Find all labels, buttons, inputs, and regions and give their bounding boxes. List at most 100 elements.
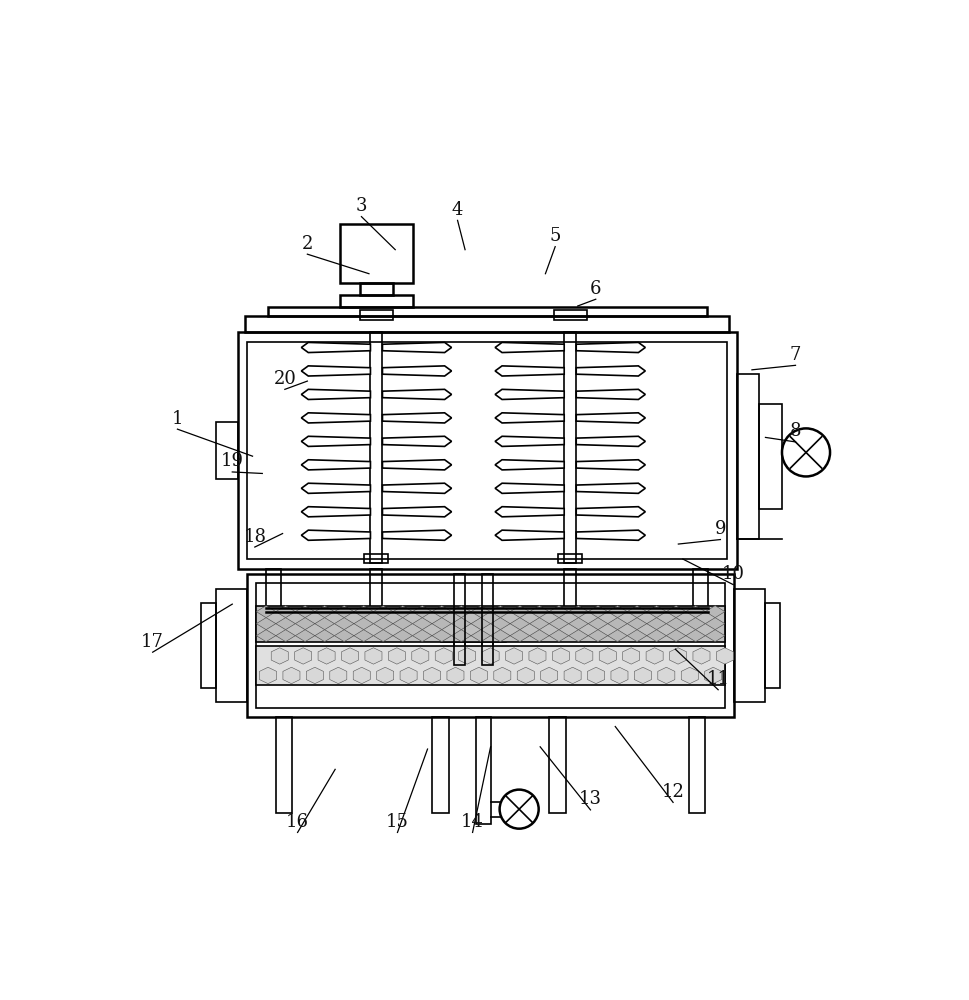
Polygon shape (301, 530, 370, 540)
Bar (737, 374, 760, 539)
Bar (689, 717, 705, 813)
Polygon shape (432, 606, 452, 618)
Polygon shape (647, 630, 667, 642)
Bar (245, 316, 730, 332)
Polygon shape (667, 618, 686, 630)
Polygon shape (471, 618, 490, 630)
Bar (359, 283, 393, 295)
Polygon shape (608, 630, 627, 642)
Polygon shape (315, 606, 334, 618)
Polygon shape (569, 630, 588, 642)
Polygon shape (383, 366, 452, 376)
Bar (482, 641, 493, 665)
Polygon shape (530, 618, 549, 630)
Polygon shape (471, 606, 490, 618)
Polygon shape (564, 667, 581, 684)
Polygon shape (383, 342, 452, 353)
Polygon shape (577, 460, 645, 470)
Polygon shape (393, 618, 413, 630)
Polygon shape (569, 618, 588, 630)
Bar (340, 224, 413, 283)
Polygon shape (705, 618, 725, 630)
Polygon shape (306, 667, 324, 684)
Polygon shape (627, 618, 647, 630)
Polygon shape (495, 436, 564, 446)
Polygon shape (283, 667, 300, 684)
Polygon shape (588, 630, 608, 642)
Polygon shape (599, 648, 616, 664)
Bar (766, 603, 780, 688)
Polygon shape (301, 413, 370, 423)
Polygon shape (301, 483, 370, 493)
Polygon shape (686, 618, 705, 630)
Bar (476, 717, 490, 824)
Polygon shape (577, 342, 645, 353)
Polygon shape (447, 667, 464, 684)
Polygon shape (400, 667, 417, 684)
Bar (276, 717, 293, 813)
Polygon shape (495, 413, 564, 423)
Polygon shape (667, 630, 686, 642)
Polygon shape (373, 630, 393, 642)
Bar (760, 404, 782, 509)
Polygon shape (435, 648, 453, 664)
Polygon shape (549, 618, 569, 630)
Bar (370, 332, 383, 563)
Bar (267, 307, 707, 316)
Polygon shape (470, 667, 487, 684)
Polygon shape (705, 630, 725, 642)
Polygon shape (577, 507, 645, 517)
Polygon shape (383, 436, 452, 446)
Text: 2: 2 (301, 235, 313, 253)
Polygon shape (635, 667, 651, 684)
Bar (359, 310, 393, 320)
Polygon shape (529, 648, 546, 664)
Polygon shape (588, 606, 608, 618)
Polygon shape (577, 530, 645, 540)
Polygon shape (296, 618, 315, 630)
Polygon shape (552, 648, 570, 664)
Polygon shape (334, 606, 354, 618)
Text: 15: 15 (386, 813, 409, 831)
Polygon shape (517, 667, 534, 684)
Polygon shape (608, 618, 627, 630)
Polygon shape (373, 606, 393, 618)
Polygon shape (423, 667, 441, 684)
Text: 14: 14 (461, 813, 484, 831)
Polygon shape (256, 618, 276, 630)
Polygon shape (588, 618, 608, 630)
Polygon shape (576, 648, 593, 664)
Polygon shape (377, 667, 393, 684)
Polygon shape (256, 606, 276, 618)
Text: 19: 19 (221, 452, 244, 470)
Polygon shape (318, 648, 335, 664)
Polygon shape (646, 648, 663, 664)
Polygon shape (315, 630, 334, 642)
Text: 13: 13 (579, 790, 602, 808)
Polygon shape (452, 630, 471, 642)
Bar (370, 569, 383, 612)
Polygon shape (716, 648, 734, 664)
Polygon shape (412, 648, 429, 664)
Polygon shape (383, 507, 452, 517)
Polygon shape (623, 648, 640, 664)
Polygon shape (510, 630, 530, 642)
Polygon shape (413, 618, 432, 630)
Bar (256, 606, 725, 642)
Polygon shape (301, 366, 370, 376)
Polygon shape (647, 618, 667, 630)
Polygon shape (301, 507, 370, 517)
Polygon shape (495, 342, 564, 353)
Polygon shape (577, 389, 645, 399)
Bar (216, 589, 247, 702)
Polygon shape (383, 460, 452, 470)
Polygon shape (341, 648, 359, 664)
Polygon shape (354, 606, 373, 618)
Polygon shape (354, 630, 373, 642)
Polygon shape (483, 648, 499, 664)
Polygon shape (495, 366, 564, 376)
Bar (442, 612, 505, 641)
Polygon shape (577, 366, 645, 376)
Polygon shape (393, 630, 413, 642)
Bar (453, 574, 465, 665)
